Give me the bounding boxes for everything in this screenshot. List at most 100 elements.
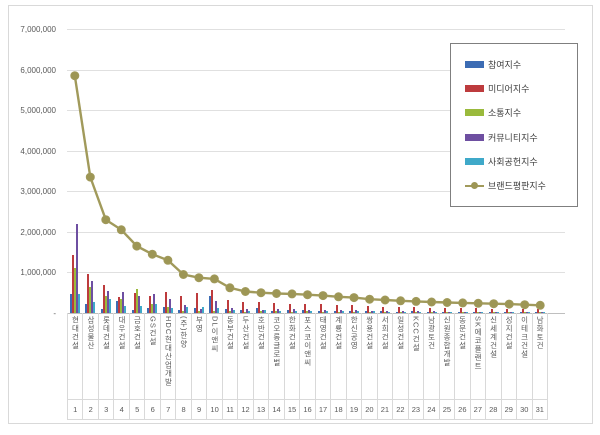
category-label: 한신공영 [349,316,359,350]
line-marker [178,270,188,279]
line-marker [132,241,142,251]
bar-cluster [395,306,406,313]
rank-label-cell: 5 [128,400,144,419]
category-label: 쌍용건설 [365,316,375,350]
y-axis-tick-label: 4,000,000 [20,146,56,156]
bar-소통지수 [228,311,231,313]
category-bar-group [455,29,471,313]
rank-label-cell: 26 [454,400,469,419]
bar-미디어지수 [382,306,385,313]
bar-cluster [193,292,204,313]
rank-label-cell: 19 [345,400,361,419]
bar-커뮤니티지수 [122,292,125,313]
bar-series-area [67,29,548,313]
category-label: 한화건설 [287,316,297,350]
bar-참여지수 [519,312,522,313]
line-marker [287,289,297,299]
bar-사회공헌지수 [232,309,235,313]
category-label: HDC현대산업개발 [163,316,173,387]
bar-미디어지수 [149,295,152,313]
category-label-cell: 동부건설 [221,313,237,399]
bar-소통지수 [508,312,511,313]
bar-미디어지수 [71,254,74,313]
bar-사회공헌지수 [481,312,484,313]
rank-label: 7 [166,405,171,414]
line-marker [520,300,530,310]
rank-label-cell: 29 [500,400,516,419]
category-bar-group [517,29,533,313]
bar-cluster [318,304,328,313]
bar-소통지수 [73,268,76,313]
bar-소통지수 [337,311,340,313]
bar-참여지수 [535,312,538,313]
bar-소통지수 [259,310,262,313]
category-label: SK에코플랜트 [473,316,483,371]
bar-커뮤니티지수 [106,290,109,313]
bar-사회공헌지수 [124,305,127,313]
bar-미디어지수 [320,304,322,313]
rank-label-cell: 27 [469,400,485,419]
legend-swatch-icon [465,84,484,92]
category-label: 신세계건설 [489,316,499,359]
bar-사회공헌지수 [201,307,204,313]
category-bar-group [284,29,300,313]
y-axis-tick-label: 5,000,000 [20,106,56,116]
category-label: 동문건설 [458,316,468,350]
bar-사회공헌지수 [263,310,266,313]
bar-사회공헌지수 [450,312,453,313]
line-marker [163,255,173,265]
category-label-cell: 대우건설 [113,313,128,399]
bar-참여지수 [364,311,367,313]
legend-item-브랜드평판지수: 브랜드평판지수 [465,179,571,192]
rank-label-cell: 4 [113,400,128,419]
category-label-cell: 남화토건 [531,313,549,399]
bar-소통지수 [446,312,449,313]
bar-미디어지수 [537,309,540,313]
bar-사회공헌지수 [496,312,499,313]
rank-label: 13 [256,405,266,414]
bar-참여지수 [286,310,289,313]
y-axis-tick-label: 7,000,000 [20,25,56,34]
bar-커뮤니티지수 [339,310,342,313]
rank-label-cell: 6 [144,400,159,419]
rank-label-cell: 22 [392,400,407,419]
legend-swatch-icon [465,60,484,68]
rank-label: 2 [88,405,93,414]
rank-label-cell: 21 [376,400,392,419]
rank-label-cell: 17 [314,400,330,419]
category-bar-group [300,29,316,313]
rank-label-cell: 9 [190,400,206,419]
category-label: 일성건설 [396,316,406,350]
bar-참여지수 [100,308,103,313]
rank-label-cell: 2 [82,400,97,419]
gridline [67,272,565,274]
bar-소통지수 [415,312,418,313]
bar-참여지수 [131,310,134,313]
category-label: 부영 [194,316,204,333]
gridline [67,110,565,112]
bar-cluster [116,292,127,313]
legend-swatch-icon [465,109,484,117]
legend-label: 사회공헌지수 [488,156,538,167]
bar-참여지수 [333,310,336,313]
category-bar-group [532,29,548,313]
category-label-cell: 부영 [190,313,206,399]
category-bar-group [160,29,176,313]
bar-미디어지수 [133,293,136,313]
bar-소통지수 [461,312,464,313]
bar-cluster [69,223,80,313]
bar-참여지수 [116,300,119,313]
bar-사회공헌지수 [357,311,360,313]
bar-사회공헌지수 [341,311,344,313]
bar-cluster [349,305,360,313]
bar-사회공헌지수 [403,311,406,313]
rank-label: 21 [380,405,390,414]
rank-label: 20 [365,405,374,414]
category-label: KCC건설 [411,316,421,352]
legend-label: 커뮤니티지수 [488,132,538,143]
category-label-cell: 신원종합개발 [438,313,454,399]
bar-미디어지수 [118,296,121,313]
line-marker [504,299,514,309]
legend-label: 미디어지수 [488,83,530,94]
bar-미디어지수 [304,304,307,313]
